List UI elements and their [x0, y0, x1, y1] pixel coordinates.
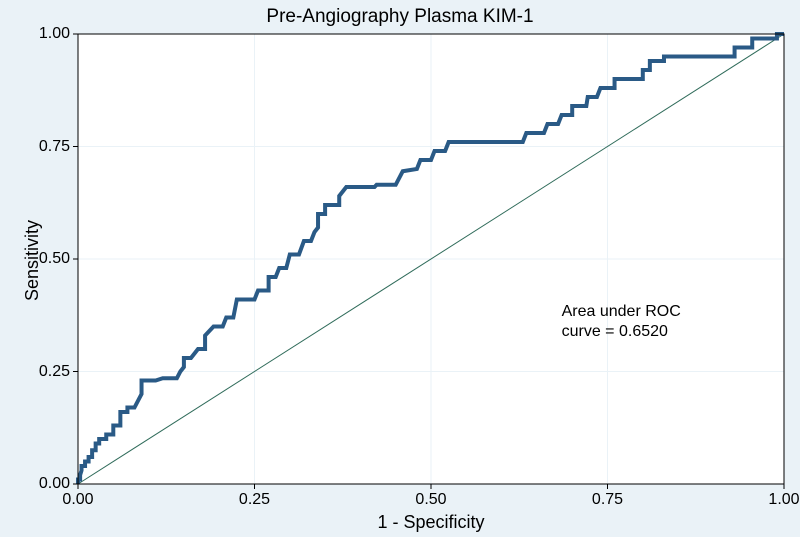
x-tick-label: 0.25 [239, 491, 270, 509]
x-tick-label: 0.50 [415, 491, 446, 509]
y-tick-label: 0.25 [34, 363, 70, 381]
auc-line1: Area under ROC [562, 302, 681, 322]
auc-annotation: Area under ROC curve = 0.6520 [562, 302, 681, 342]
y-tick-label: 1.00 [34, 25, 70, 43]
y-tick-label: 0.75 [34, 138, 70, 156]
roc-chart: Pre-Angiography Plasma KIM-1 Sensitivity… [0, 0, 800, 537]
x-axis-label: 1 - Specificity [78, 512, 784, 533]
chart-svg [0, 0, 800, 537]
auc-line2: curve = 0.6520 [562, 322, 681, 342]
x-tick-label: 1.00 [768, 491, 799, 509]
x-tick-label: 0.75 [592, 491, 623, 509]
x-tick-label: 0.00 [62, 491, 93, 509]
y-tick-label: 0.00 [34, 475, 70, 493]
y-tick-label: 0.50 [34, 250, 70, 268]
